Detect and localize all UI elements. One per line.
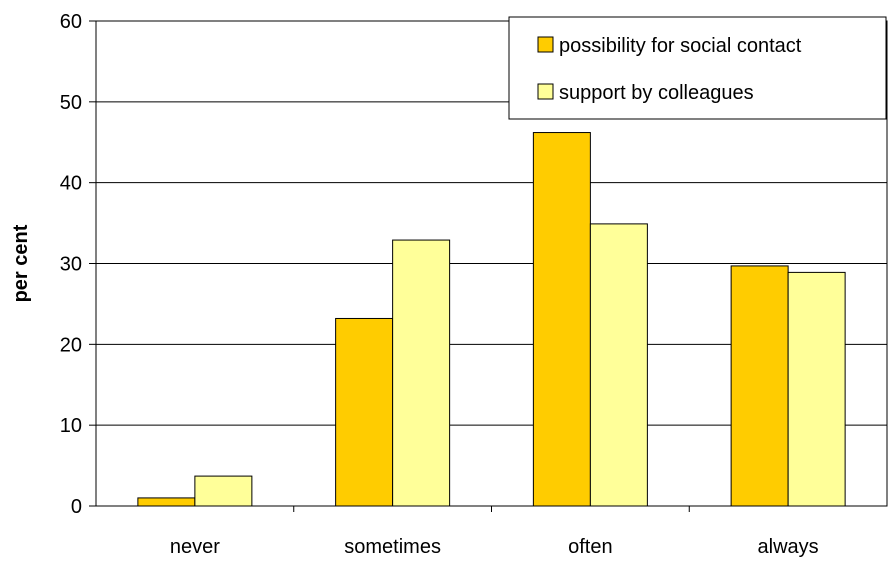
y-tick-label: 20 xyxy=(60,334,82,356)
bar-sometimes-series-1 xyxy=(392,239,451,507)
x-category-label: sometimes xyxy=(344,536,441,558)
y-axis-title: per cent xyxy=(10,224,32,302)
y-tick-label: 0 xyxy=(71,496,82,518)
bar-never-series-0 xyxy=(137,497,196,507)
bar-sometimes-series-0 xyxy=(335,317,394,507)
x-category-label: often xyxy=(568,536,612,558)
legend-swatch-social-contact xyxy=(537,36,554,53)
x-axis-labels: never sometimes often always xyxy=(170,506,819,558)
y-tick-label: 40 xyxy=(60,173,82,195)
legend-box xyxy=(508,16,887,120)
y-tick-label: 60 xyxy=(60,11,82,33)
y-tick-label: 10 xyxy=(60,415,82,437)
x-category-label: never xyxy=(170,536,220,558)
bar-always-series-0 xyxy=(730,265,789,507)
y-tick-label: 50 xyxy=(60,92,82,114)
y-axis-ticks: 0 10 20 30 40 50 60 xyxy=(60,11,96,518)
bar-often-series-1 xyxy=(589,223,648,507)
x-category-label: always xyxy=(758,536,819,558)
bar-often-series-0 xyxy=(532,132,591,507)
bar-always-series-1 xyxy=(787,271,846,507)
legend-swatch-colleagues xyxy=(537,83,554,100)
legend: possibility for social contact support b… xyxy=(508,16,887,120)
bars xyxy=(137,132,846,507)
y-tick-label: 30 xyxy=(60,254,82,276)
bar-never-series-1 xyxy=(194,475,253,507)
legend-label-colleagues: support by colleagues xyxy=(559,82,754,104)
legend-label-social-contact: possibility for social contact xyxy=(559,35,802,57)
